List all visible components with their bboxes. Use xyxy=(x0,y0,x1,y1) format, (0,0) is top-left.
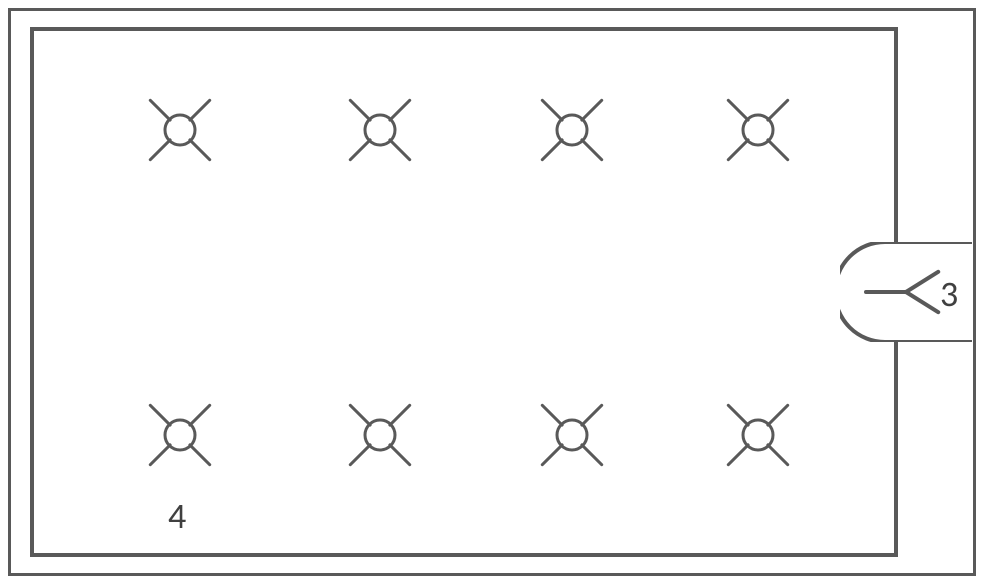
burner-3 xyxy=(526,84,618,176)
burner-4 xyxy=(712,84,804,176)
burner-7 xyxy=(526,389,618,481)
tab-label: 3 xyxy=(940,272,958,316)
burner-6 xyxy=(334,389,426,481)
burner-2 xyxy=(334,84,426,176)
burner-label: 4 xyxy=(168,494,186,538)
burner-1 xyxy=(134,84,226,176)
burner-8 xyxy=(712,389,804,481)
burner-5 xyxy=(134,389,226,481)
